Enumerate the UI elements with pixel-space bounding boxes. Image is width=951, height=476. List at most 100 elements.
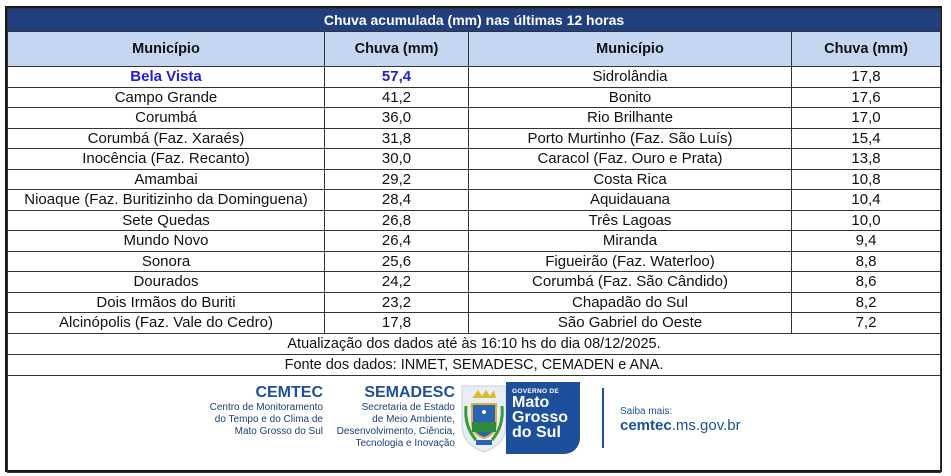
table-row: Corumbá 36,0 Rio Brilhante 17,0 — [7, 107, 942, 129]
governo-line: Grosso — [512, 408, 569, 426]
governo-line: Mato — [512, 393, 550, 411]
table-row: Inocência (Faz. Recanto) 30,0 Caracol (Faz… — [7, 148, 942, 170]
header-municipio-right: Município — [468, 31, 792, 67]
chuva-cell: 8,2 — [790, 291, 942, 313]
table-row: Amambai 29,2 Costa Rica 10,8 — [7, 168, 942, 190]
update-note: Atualização dos dados até às 16:10 hs do… — [6, 332, 942, 355]
municipio-cell: Mundo Novo — [7, 230, 325, 252]
table-row: Mundo Novo 26,4 Miranda 9,4 — [7, 230, 942, 252]
footer-logos: CEMTEC Centro de Monitoramento do Tempo … — [9, 376, 940, 471]
update-note-row: Atualização dos dados até às 16:10 hs do… — [6, 332, 942, 355]
chuva-cell: 29,2 — [324, 168, 469, 190]
municipio-cell: Rio Brilhante — [468, 107, 792, 129]
chuva-cell: 17,8 — [790, 66, 942, 88]
cemtec-line: do Tempo e do Clima de — [214, 413, 323, 425]
table-row: Bela Vista 57,4 Sidrolândia 17,8 — [7, 66, 942, 88]
chuva-cell: 17,0 — [790, 107, 942, 129]
cemtec-line: Mato Grosso do Sul — [234, 425, 323, 437]
url-bold: cemtec — [620, 416, 672, 434]
saiba-mais-label: Saiba mais: — [620, 405, 673, 417]
table-row: Campo Grande 41,2 Bonito 17,6 — [7, 86, 942, 108]
table-row: Sonora 25,6 Figueirão (Faz. Waterloo) 8,8 — [7, 250, 942, 272]
governo-ms-logo: GOVERNO DE Mato Grosso do Sul — [458, 381, 582, 454]
table-row: Alcinópolis (Faz. Vale do Cedro) 17,8 São … — [7, 312, 942, 334]
municipio-cell: Bela Vista — [7, 66, 325, 88]
state-coat-of-arms-icon — [461, 385, 507, 453]
chuva-cell: 17,6 — [790, 86, 942, 108]
chuva-cell: 10,8 — [790, 168, 942, 190]
municipio-cell: Porto Murtinho (Faz. São Luís) — [468, 127, 792, 149]
municipio-cell: Corumbá (Faz. São Cândido) — [468, 271, 792, 293]
municipio-cell: Chapadão do Sul — [468, 291, 792, 313]
chuva-cell: 31,8 — [324, 127, 469, 149]
table-title: Chuva acumulada (mm) nas últimas 12 hora… — [6, 8, 942, 32]
rainfall-table: Chuva acumulada (mm) nas últimas 12 hora… — [6, 8, 942, 473]
chuva-cell: 8,6 — [790, 271, 942, 293]
rainfall-report: Chuva acumulada (mm) nas últimas 12 hora… — [5, 6, 942, 473]
municipio-cell: Caracol (Faz. Ouro e Prata) — [468, 148, 792, 170]
municipio-cell: Sidrolândia — [468, 66, 792, 88]
municipio-cell: Dois Irmãos do Buriti — [7, 291, 325, 313]
table-title-row: Chuva acumulada (mm) nas últimas 12 hora… — [6, 8, 942, 32]
table-header-row: Município Chuva (mm) Município Chuva (mm… — [7, 31, 942, 67]
municipio-cell: Sonora — [7, 250, 325, 272]
governo-ms-wordmark: GOVERNO DE Mato Grosso do Sul — [506, 381, 580, 454]
chuva-cell: 41,2 — [324, 86, 469, 108]
governo-label: GOVERNO DE — [512, 387, 560, 395]
chuva-cell: 26,4 — [324, 230, 469, 252]
municipio-cell: Dourados — [7, 271, 325, 293]
chuva-cell: 7,2 — [790, 312, 942, 334]
table-row: Dois Irmãos do Buriti 23,2 Chapadão do Sul… — [7, 291, 942, 313]
governo-line: do Sul — [512, 423, 561, 441]
table-body: Bela Vista 57,4 Sidrolândia 17,8 Campo Grand… — [7, 66, 942, 334]
semadesc-logo: SEMADESC Secretaria de Estado de Meio Am… — [320, 384, 455, 450]
chuva-cell: 25,6 — [324, 250, 469, 272]
municipio-cell: Alcinópolis (Faz. Vale do Cedro) — [7, 312, 325, 334]
municipio-cell: Figueirão (Faz. Waterloo) — [468, 250, 792, 272]
municipio-cell: Miranda — [468, 230, 792, 252]
cemtec-line: Centro de Monitoramento — [209, 401, 323, 413]
municipio-cell: Três Lagoas — [468, 209, 792, 231]
header-chuva-right: Chuva (mm) — [790, 31, 942, 67]
table-row: Corumbá (Faz. Xaraés) 31,8 Porto Murtinho … — [7, 127, 942, 149]
municipio-cell: Inocência (Faz. Recanto) — [7, 148, 325, 170]
municipio-cell: Nioaque (Faz. Buritizinho da Dominguena) — [7, 189, 325, 211]
chuva-cell: 13,8 — [790, 148, 942, 170]
chuva-cell: 30,0 — [324, 148, 469, 170]
municipio-cell: Campo Grande — [7, 86, 325, 108]
semadesc-name: SEMADESC — [364, 383, 455, 401]
municipio-cell: Amambai — [7, 168, 325, 190]
municipio-cell: Costa Rica — [468, 168, 792, 190]
cemtec-website-link[interactable]: cemtec.ms.gov.br — [620, 417, 741, 434]
chuva-cell: 24,2 — [324, 271, 469, 293]
municipio-cell: São Gabriel do Oeste — [468, 312, 792, 334]
semadesc-line: Secretaria de Estado — [361, 401, 455, 413]
chuva-cell: 17,8 — [324, 312, 469, 334]
table-row: Dourados 24,2 Corumbá (Faz. São Cândido) 8,… — [7, 271, 942, 293]
logo-row: CEMTEC Centro de Monitoramento do Tempo … — [6, 374, 942, 473]
cemtec-name: CEMTEC — [255, 383, 323, 401]
saiba-mais: Saiba mais: cemtec.ms.gov.br — [620, 406, 741, 434]
municipio-cell: Corumbá — [7, 107, 325, 129]
chuva-cell: 10,4 — [790, 189, 942, 211]
semadesc-line: de Meio Ambiente, — [372, 413, 455, 425]
footer-divider — [602, 387, 604, 448]
chuva-cell: 15,4 — [790, 127, 942, 149]
chuva-cell: 10,0 — [790, 209, 942, 231]
url-rest: .ms.gov.br — [671, 416, 741, 434]
chuva-cell: 57,4 — [324, 66, 469, 88]
semadesc-line: Tecnologia e Inovação — [355, 437, 455, 449]
chuva-cell: 9,4 — [790, 230, 942, 252]
chuva-cell: 28,4 — [324, 189, 469, 211]
semadesc-line: Desenvolvimento, Ciência, — [336, 425, 455, 437]
municipio-cell: Sete Quedas — [7, 209, 325, 231]
table-row: Sete Quedas 26,8 Três Lagoas 10,0 — [7, 209, 942, 231]
table-row: Nioaque (Faz. Buritizinho da Dominguena)… — [7, 189, 942, 211]
chuva-cell: 8,8 — [790, 250, 942, 272]
municipio-cell: Aquidauana — [468, 189, 792, 211]
cemtec-logo: CEMTEC Centro de Monitoramento do Tempo … — [173, 384, 323, 438]
municipio-cell: Corumbá (Faz. Xaraés) — [7, 127, 325, 149]
chuva-cell: 23,2 — [324, 291, 469, 313]
chuva-cell: 36,0 — [324, 107, 469, 129]
chuva-cell: 26,8 — [324, 209, 469, 231]
